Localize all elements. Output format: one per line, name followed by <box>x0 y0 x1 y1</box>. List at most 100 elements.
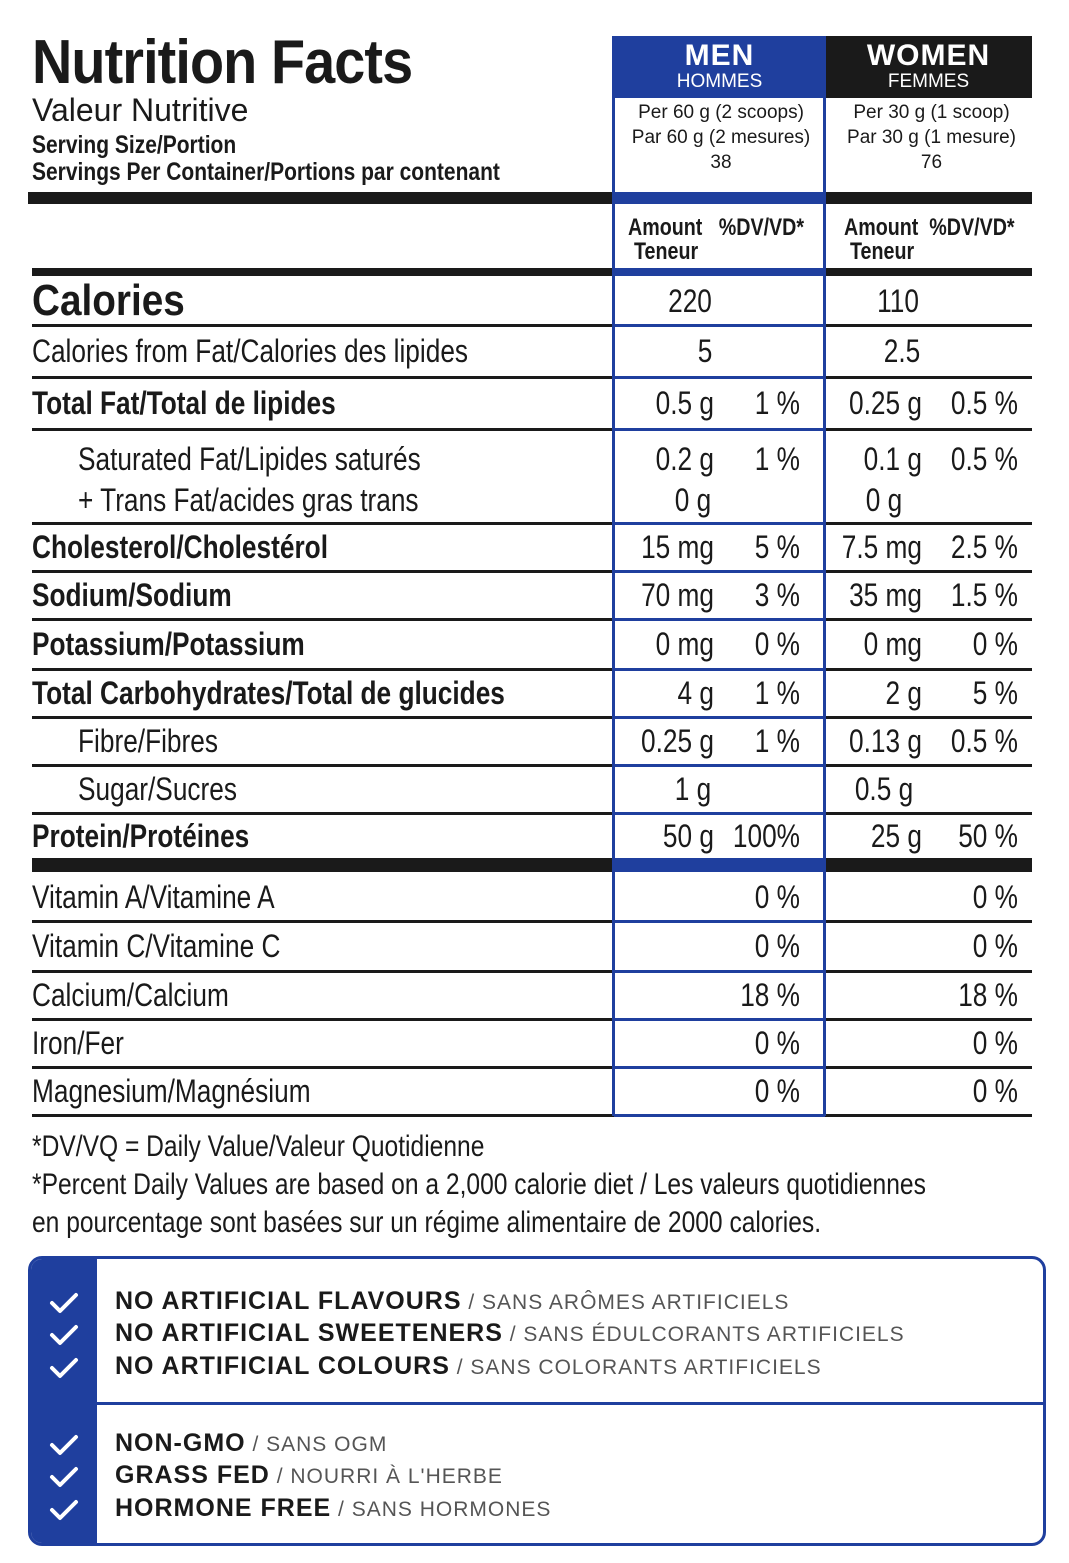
footnote-basis: *Percent Daily Values are based on a 2,0… <box>32 1168 926 1201</box>
women-dv-label: %DV/VD* <box>929 214 1015 241</box>
men-dv-cell: 0 % <box>754 1073 800 1109</box>
row-label: Potassium/Potassium <box>32 626 305 662</box>
claim-en: NO ARTIFICIAL SWEETENERS <box>115 1319 503 1347</box>
claim-separator: / <box>449 1356 471 1379</box>
men-dv-cell: 1 % <box>754 385 800 421</box>
check-icon <box>49 1323 79 1347</box>
row-divider <box>32 618 1032 621</box>
claim-separator: / <box>502 1323 524 1346</box>
row-label: Protein/Protéines <box>32 818 250 854</box>
women-teneur-label: Teneur <box>850 238 915 265</box>
men-amount-cell: 0 g <box>674 482 712 518</box>
women-amount-cell: 0 g <box>865 482 903 518</box>
women-amount-cell: 0 mg <box>863 626 922 662</box>
men-subtitle: HOMMES <box>676 71 763 92</box>
women-amount-cell: 2.5 <box>883 333 921 369</box>
row-divider <box>32 570 1032 573</box>
men-column-header: MEN HOMMES <box>614 36 825 98</box>
row-divider <box>32 1066 1032 1069</box>
claim-en: NO ARTIFICIAL FLAVOURS <box>115 1287 462 1315</box>
women-per-fr: Par 30 g (1 mesure) <box>847 127 1016 148</box>
claim-item: NO ARTIFICIAL COLOURS / SANS COLORANTS A… <box>115 1352 822 1381</box>
servings-per-container: Servings Per Container/Portions par cont… <box>32 158 500 186</box>
claim-separator: / <box>331 1498 352 1521</box>
claim-fr: SANS HORMONES <box>351 1498 552 1521</box>
row-divider-blue <box>614 1066 825 1069</box>
women-title: WOMEN <box>866 39 991 72</box>
women-amount-cell: 35 mg <box>849 577 922 613</box>
heavy-rule-vitamins <box>32 858 1032 872</box>
serving-size: Serving Size/Portion <box>32 131 237 159</box>
row-label: Calcium/Calcium <box>32 977 229 1013</box>
claim-item: GRASS FED / NOURRI À L'HERBE <box>115 1461 503 1490</box>
women-amount-cell: 25 g <box>870 818 922 854</box>
row-divider-blue <box>614 764 825 767</box>
heavy-rule-top <box>28 192 1032 204</box>
women-dv-cell: 50 % <box>958 818 1018 854</box>
heavy-rule-calories <box>32 268 1032 276</box>
row-divider <box>32 428 1032 431</box>
row-label: Magnesium/Magnésium <box>32 1073 311 1109</box>
claim-fr: NOURRI À L'HERBE <box>290 1465 503 1488</box>
women-amount-cell: 110 <box>877 283 919 319</box>
women-dv-cell: 0.5 % <box>950 723 1018 759</box>
heavy-rule-top-blue <box>614 192 825 204</box>
men-dv-cell: 0 % <box>754 626 800 662</box>
men-amount-cell: 15 mg <box>641 529 714 565</box>
row-label: Cholesterol/Cholestérol <box>32 529 328 565</box>
row-divider-blue <box>614 812 825 815</box>
row-divider <box>32 324 1032 327</box>
women-per-en: Per 30 g (1 scoop) <box>853 102 1010 123</box>
women-dv-cell: 18 % <box>958 977 1018 1013</box>
men-amount-cell: 4 g <box>677 675 714 711</box>
row-label: Calories from Fat/Calories des lipides <box>32 333 469 369</box>
women-dv-cell: 0.5 % <box>950 385 1018 421</box>
claim-en: NON-GMO <box>115 1429 246 1457</box>
claim-separator: / <box>461 1291 483 1314</box>
claim-fr: SANS OGM <box>266 1433 388 1456</box>
men-amount-cell: 0 mg <box>655 626 714 662</box>
men-amount-cell: 0.25 g <box>641 723 714 759</box>
women-dv-cell: 0 % <box>972 1073 1018 1109</box>
men-amount-cell: 1 g <box>674 771 712 807</box>
label-title: Nutrition Facts <box>32 28 413 97</box>
row-divider-blue <box>614 1018 825 1021</box>
check-icon <box>49 1498 79 1522</box>
women-amount-cell: 2 g <box>885 675 922 711</box>
men-title: MEN <box>684 39 755 72</box>
row-divider <box>32 376 1032 379</box>
men-amount-label: Amount <box>628 214 703 241</box>
claim-fr: SANS COLORANTS ARTIFICIELS <box>470 1356 822 1379</box>
men-dv-cell: 0 % <box>754 879 800 915</box>
row-divider <box>32 812 1032 815</box>
men-amount-cell: 50 g <box>662 818 714 854</box>
row-divider <box>32 970 1032 973</box>
claim-item: HORMONE FREE / SANS HORMONES <box>115 1494 551 1523</box>
row-divider <box>32 1018 1032 1021</box>
women-amount-cell: 0.5 g <box>854 771 914 807</box>
check-icon <box>49 1356 79 1380</box>
row-divider-blue <box>614 376 825 379</box>
row-divider <box>32 522 1032 525</box>
claim-separator: / <box>245 1433 267 1456</box>
row-label: Saturated Fat/Lipides saturés <box>78 441 421 477</box>
claim-en: HORMONE FREE <box>115 1494 332 1522</box>
row-label: Total Carbohydrates/Total de glucides <box>32 675 505 711</box>
claim-item: NON-GMO / SANS OGM <box>115 1429 387 1458</box>
men-dv-cell: 3 % <box>754 577 800 613</box>
row-label: Fibre/Fibres <box>78 723 218 759</box>
row-divider-blue <box>614 920 825 923</box>
men-dv-cell: 1 % <box>754 723 800 759</box>
men-servings: 38 <box>710 152 732 173</box>
women-dv-cell: 0 % <box>972 928 1018 964</box>
women-dv-cell: 0 % <box>972 1025 1018 1061</box>
row-label: Vitamin C/Vitamine C <box>32 928 281 964</box>
men-column-right-border <box>823 36 826 1116</box>
men-serving-info: Per 60 g (2 scoops) Par 60 g (2 mesures)… <box>614 100 828 186</box>
men-per-fr: Par 60 g (2 mesures) <box>631 127 811 148</box>
heavy-rule-vitamins-blue <box>614 858 825 872</box>
men-amount-cell: 5 <box>697 333 713 369</box>
check-icon <box>49 1291 79 1315</box>
women-servings: 76 <box>920 152 943 173</box>
men-dv-cell: 5 % <box>754 529 800 565</box>
